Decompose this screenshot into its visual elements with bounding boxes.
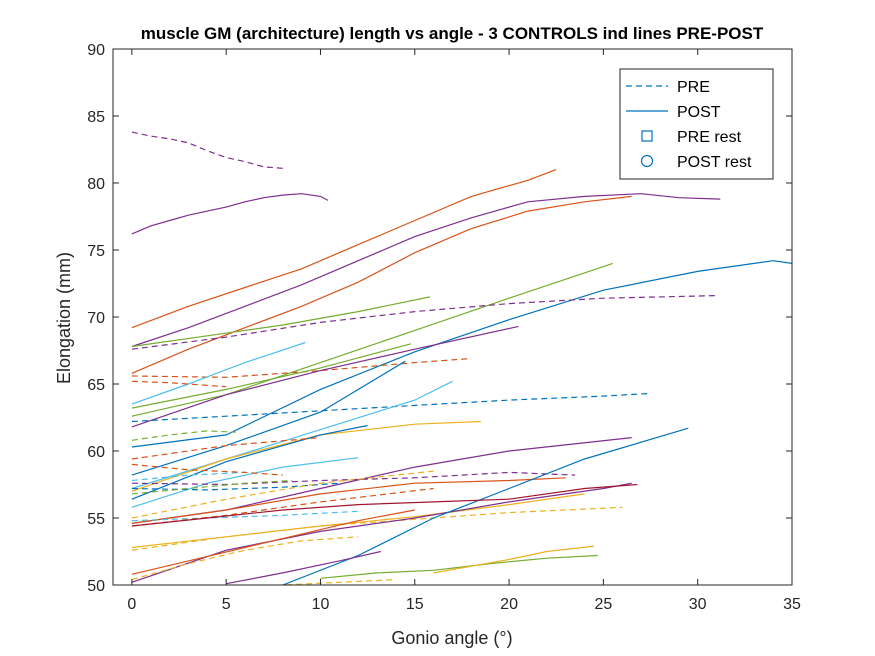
legend: PRE POST PRE rest POST rest xyxy=(619,68,774,180)
series-line-41 xyxy=(320,554,598,579)
x-tick-label: 20 xyxy=(500,596,518,613)
legend-entry: POST rest xyxy=(640,154,752,171)
x-tick-label: 25 xyxy=(594,596,612,613)
y-tick-label: 90 xyxy=(87,42,105,59)
series-line-22 xyxy=(131,457,359,508)
y-tick-label: 55 xyxy=(87,511,105,528)
series-line-37 xyxy=(131,509,415,575)
legend-entry: PRE rest xyxy=(641,129,742,146)
series-line-9 xyxy=(131,296,431,348)
series-line-14 xyxy=(131,380,227,388)
series-line-36 xyxy=(282,427,689,585)
series-line-30 xyxy=(131,510,359,522)
series-line-31 xyxy=(131,479,293,495)
y-tick-label: 50 xyxy=(87,578,105,595)
series-line-10 xyxy=(131,357,472,378)
series-line-26 xyxy=(131,471,576,486)
x-tick-label: 10 xyxy=(312,596,330,613)
plot-area xyxy=(131,131,792,585)
y-tick-label: 75 xyxy=(87,243,105,260)
series-line-25 xyxy=(131,463,283,476)
legend-box xyxy=(619,68,774,180)
series-line-28 xyxy=(131,477,566,524)
series-line-42 xyxy=(433,545,595,574)
legend-circle-marker xyxy=(640,154,654,168)
axes: 0 5 10 15 20 25 30 35 50 55 60 65 70 75 80 85 90 xyxy=(87,42,801,613)
series-line-29 xyxy=(131,470,434,519)
series-line-33 xyxy=(131,487,434,527)
legend-label: PRE rest xyxy=(677,129,742,146)
legend-entry: POST xyxy=(626,104,721,121)
y-tick-label: 65 xyxy=(87,377,105,394)
y-tick-label: 60 xyxy=(87,444,105,461)
x-tick-label: 35 xyxy=(783,596,801,613)
y-tick-label: 85 xyxy=(87,109,105,126)
y-tick-label: 70 xyxy=(87,310,105,327)
x-tick-label: 0 xyxy=(127,596,136,613)
series-line-34 xyxy=(131,493,585,549)
series-line-6 xyxy=(131,262,613,417)
series-line-27 xyxy=(131,482,340,491)
series-line-20 xyxy=(131,424,368,500)
x-tick-label: 5 xyxy=(222,596,231,613)
x-tick-label: 15 xyxy=(406,596,424,613)
series-line-35 xyxy=(131,482,632,583)
legend-entry: PRE xyxy=(626,79,710,96)
series-line-8 xyxy=(131,295,717,350)
series-line-11 xyxy=(131,341,306,405)
legend-square-marker xyxy=(641,130,653,142)
y-tick-label: 80 xyxy=(87,176,105,193)
x-axis-title: Gonio angle (°) xyxy=(391,628,512,648)
legend-label: POST xyxy=(677,104,721,121)
series-line-12 xyxy=(131,325,519,428)
series-line-16 xyxy=(131,392,651,423)
chart-title: muscle GM (architecture) length vs angle… xyxy=(141,24,764,43)
series-line-40 xyxy=(226,550,381,585)
series-line-38 xyxy=(131,536,359,581)
series-line-21 xyxy=(131,437,321,460)
series-line-1 xyxy=(131,131,283,169)
series-line-24 xyxy=(131,471,246,482)
series-line-39 xyxy=(131,483,638,527)
y-axis-title: Elongation (mm) xyxy=(54,252,74,384)
series-line-2 xyxy=(131,193,329,235)
series-line-18 xyxy=(131,430,236,441)
series-line-17 xyxy=(131,380,453,490)
x-tick-label: 30 xyxy=(689,596,707,613)
series-line-13 xyxy=(131,343,412,409)
series-line-7 xyxy=(131,260,792,448)
legend-label: PRE xyxy=(677,79,710,96)
legend-label: POST rest xyxy=(677,154,752,171)
series-line-4 xyxy=(131,193,721,348)
series-line-15 xyxy=(131,360,406,476)
series-line-3 xyxy=(131,169,557,329)
series-line-43 xyxy=(270,579,396,585)
